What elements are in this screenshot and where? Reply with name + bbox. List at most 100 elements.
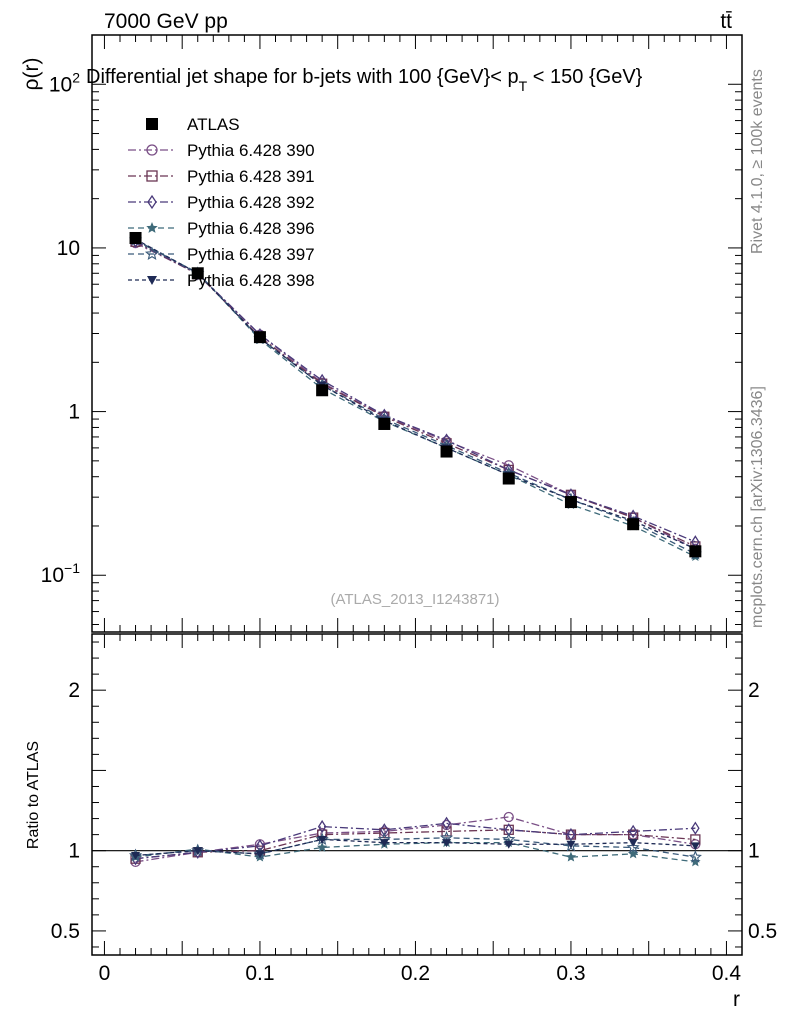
legend-marker-pythia-6-428-390 bbox=[146, 144, 158, 156]
ratio-point-pythia-6-428-398 bbox=[442, 839, 452, 848]
main-series-group bbox=[128, 231, 702, 562]
mcplots-label: mcplots.cern.ch [arXiv:1306.3436] bbox=[749, 386, 766, 628]
legend-item-pythia-6-428-390: Pythia 6.428 390 bbox=[128, 141, 315, 160]
ratio-point-pythia-6-428-391 bbox=[379, 827, 390, 839]
legend-label-pythia-6-428-392: Pythia 6.428 392 bbox=[187, 193, 315, 212]
main-ytick-label: 1 bbox=[68, 401, 80, 424]
ratio-xtick-label: 0.1 bbox=[245, 962, 274, 985]
legend-item-pythia-6-428-391: Pythia 6.428 391 bbox=[128, 167, 315, 186]
ratio-xtick-label: 0 bbox=[99, 962, 111, 985]
ratio-point-pythia-6-428-396 bbox=[627, 848, 639, 859]
main-point-atlas bbox=[627, 518, 640, 531]
legend-item-pythia-6-428-397: Pythia 6.428 397 bbox=[128, 245, 315, 264]
ratio-ytick-label-right: 1 bbox=[748, 840, 760, 863]
legend-label-pythia-6-428-390: Pythia 6.428 390 bbox=[187, 141, 315, 160]
main-ytick-base: 1 bbox=[68, 401, 80, 424]
main-ytick-exponent: −1 bbox=[64, 560, 80, 576]
ratio-point-pythia-6-428-392 bbox=[317, 819, 327, 834]
ratio-ylabel: Ratio to ATLAS bbox=[25, 741, 42, 849]
main-point-atlas bbox=[502, 472, 515, 485]
main-line-pythia-6-428-398 bbox=[135, 238, 696, 550]
main-point-atlas bbox=[316, 384, 329, 397]
ratio-point-pythia-6-428-392 bbox=[691, 821, 700, 835]
ratio-series-pythia-6-428-392 bbox=[131, 816, 700, 866]
main-ytick-base: 10 bbox=[41, 564, 64, 587]
main-series-atlas bbox=[129, 231, 702, 558]
process-label: tt̄ bbox=[720, 10, 732, 33]
legend-label-pythia-6-428-398: Pythia 6.428 398 bbox=[187, 271, 315, 290]
ratio-xtick-label: 0.2 bbox=[401, 962, 430, 985]
ratio-axis-ticks: 0.5 0.5 1 1 2 2 0 0.1 0.2 0.3 0.4 bbox=[51, 634, 777, 985]
chart-title-suffix: < 150 {GeV} bbox=[527, 66, 642, 88]
main-ytick-label: 10 bbox=[57, 237, 80, 260]
ratio-xlabel: r bbox=[733, 988, 740, 1011]
main-ytick-exponent: 2 bbox=[72, 69, 80, 85]
legend-marker-atlas bbox=[146, 118, 158, 130]
ratio-line-pythia-6-428-398 bbox=[135, 838, 696, 857]
main-ytick-label: 102 bbox=[49, 69, 80, 96]
ratio-point-pythia-6-428-398 bbox=[131, 851, 141, 860]
legend: ATLAS Pythia 6.428 390 Pythia 6.428 391 Pyt… bbox=[128, 115, 315, 290]
main-ylabel: ρ(r) bbox=[20, 58, 43, 91]
analysis-watermark: (ATLAS_2013_I1243871) bbox=[330, 591, 499, 608]
ratio-line-pythia-6-428-390 bbox=[135, 816, 696, 863]
ratio-point-pythia-6-428-398 bbox=[504, 840, 514, 849]
ratio-series-pythia-6-428-398 bbox=[131, 835, 700, 860]
ratio-line-pythia-6-428-392 bbox=[135, 822, 696, 860]
legend-item-pythia-6-428-392: Pythia 6.428 392 bbox=[128, 193, 315, 212]
chart-title-subscript: T bbox=[519, 78, 528, 94]
ratio-series-group bbox=[128, 811, 702, 868]
ratio-panel-frame bbox=[91, 633, 743, 956]
ratio-ytick-label-right: 0.5 bbox=[748, 920, 777, 943]
main-line-pythia-6-428-392 bbox=[135, 240, 696, 543]
ratio-point-pythia-6-428-396 bbox=[565, 851, 577, 862]
ratio-point-pythia-6-428-398 bbox=[628, 839, 638, 848]
ratio-ytick-label-left: 2 bbox=[68, 679, 80, 702]
ratio-ytick-label-left: 0.5 bbox=[51, 920, 80, 943]
ratio-series-pythia-6-428-390 bbox=[130, 811, 701, 868]
legend-marker-pythia-6-428-398 bbox=[147, 276, 157, 285]
chart-title: Differential jet shape for b-jets with 1… bbox=[86, 66, 643, 94]
main-point-atlas bbox=[129, 231, 142, 244]
ratio-series-pythia-6-428-397 bbox=[128, 830, 702, 863]
legend-marker-pythia-6-428-397 bbox=[144, 246, 160, 261]
ratio-point-pythia-6-428-398 bbox=[379, 839, 389, 848]
ratio-point-pythia-6-428-391 bbox=[441, 826, 452, 837]
ratio-point-pythia-6-428-398 bbox=[566, 840, 576, 849]
ratio-point-pythia-6-428-391 bbox=[627, 829, 639, 840]
main-ytick-label: 10−1 bbox=[41, 560, 81, 587]
legend-item-atlas: ATLAS bbox=[146, 115, 240, 134]
legend-marker-pythia-6-428-391 bbox=[146, 170, 158, 182]
ratio-series-pythia-6-428-391 bbox=[130, 824, 701, 864]
ratio-point-pythia-6-428-398 bbox=[255, 850, 265, 859]
legend-label-pythia-6-428-396: Pythia 6.428 396 bbox=[187, 219, 315, 238]
legend-marker-pythia-6-428-396 bbox=[146, 222, 158, 233]
energy-label: 7000 GeV pp bbox=[104, 10, 228, 33]
legend-item-pythia-6-428-396: Pythia 6.428 396 bbox=[128, 219, 315, 238]
legend-label-pythia-6-428-397: Pythia 6.428 397 bbox=[187, 245, 315, 264]
ratio-point-pythia-6-428-397 bbox=[626, 840, 640, 854]
ratio-point-pythia-6-428-396 bbox=[690, 856, 701, 867]
chart-title-prefix: Differential jet shape for b-jets with 1… bbox=[86, 66, 519, 88]
ratio-xtick-label: 0.3 bbox=[556, 962, 585, 985]
legend-label-atlas: ATLAS bbox=[187, 115, 240, 134]
ratio-point-pythia-6-428-398 bbox=[690, 842, 700, 851]
rivet-label: Rivet 4.1.0, ≥ 100k events bbox=[749, 69, 766, 254]
ratio-point-pythia-6-428-392 bbox=[442, 816, 451, 831]
ratio-point-pythia-6-428-390 bbox=[503, 811, 514, 823]
ratio-point-pythia-6-428-398 bbox=[317, 835, 327, 844]
ratio-line-pythia-6-428-396 bbox=[135, 842, 696, 863]
main-point-atlas bbox=[564, 496, 577, 509]
ratio-ytick-label-left: 1 bbox=[68, 840, 80, 863]
main-ytick-base: 10 bbox=[57, 237, 80, 260]
ratio-point-pythia-6-428-392 bbox=[628, 824, 638, 839]
main-point-atlas bbox=[378, 417, 391, 430]
legend-marker-pythia-6-428-392 bbox=[147, 194, 157, 210]
main-point-atlas bbox=[689, 545, 702, 558]
main-ytick-base: 10 bbox=[49, 73, 72, 96]
ratio-point-pythia-6-428-398 bbox=[193, 847, 203, 856]
main-point-atlas bbox=[191, 267, 204, 280]
ratio-point-pythia-6-428-396 bbox=[316, 841, 328, 852]
